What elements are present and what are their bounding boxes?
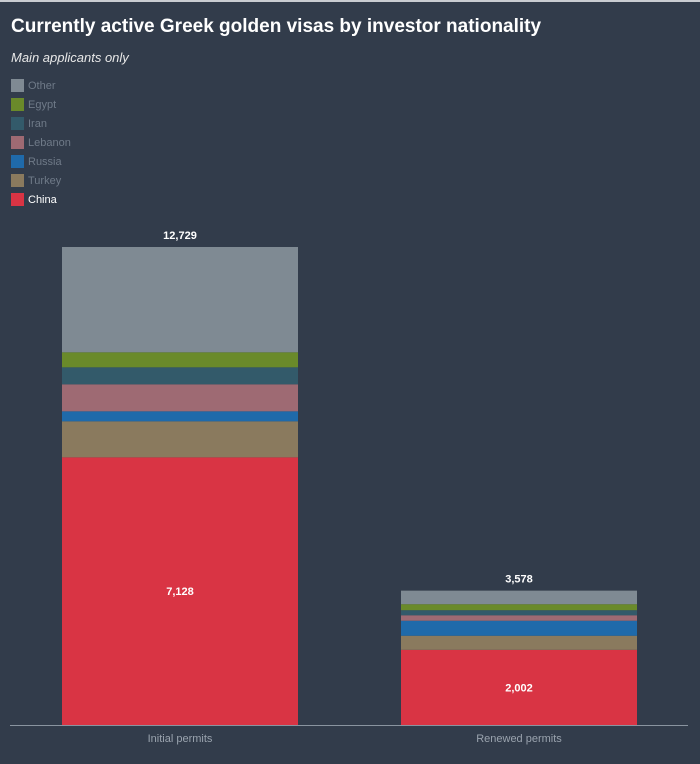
legend-label: Turkey xyxy=(28,174,62,187)
legend-item-russia[interactable]: Russia xyxy=(11,152,71,171)
legend-swatch xyxy=(11,136,24,149)
x-tick-label: Initial permits xyxy=(148,733,213,745)
legend-item-lebanon[interactable]: Lebanon xyxy=(11,133,71,152)
total-label: 12,729 xyxy=(163,230,197,242)
legend-item-other[interactable]: Other xyxy=(11,76,71,95)
bar-segment-russia[interactable] xyxy=(62,411,298,422)
legend-label: Egypt xyxy=(28,98,57,111)
bar-segment-iran[interactable] xyxy=(401,610,637,616)
bar-segment-other[interactable] xyxy=(401,590,637,605)
chart-subtitle: Main applicants only xyxy=(11,50,129,65)
bar-segment-other[interactable] xyxy=(62,247,298,353)
bar-segment-turkey[interactable] xyxy=(401,635,637,650)
legend-item-egypt[interactable]: Egypt xyxy=(11,95,71,114)
legend-item-iran[interactable]: Iran xyxy=(11,114,71,133)
bar-segment-egypt[interactable] xyxy=(62,352,298,368)
legend-swatch xyxy=(11,155,24,168)
data-label: 7,128 xyxy=(166,586,194,598)
bar-segment-china[interactable] xyxy=(401,649,637,725)
legend-swatch xyxy=(11,117,24,130)
legend-label: Lebanon xyxy=(28,136,71,149)
bar-segment-turkey[interactable] xyxy=(62,421,298,458)
legend-swatch xyxy=(11,79,24,92)
total-label: 3,578 xyxy=(505,574,533,586)
bar-segment-russia[interactable] xyxy=(401,620,637,636)
data-label: 2,002 xyxy=(505,682,533,694)
legend-swatch xyxy=(11,193,24,206)
legend-item-turkey[interactable]: Turkey xyxy=(11,171,71,190)
bar-segment-lebanon[interactable] xyxy=(401,615,637,621)
chart-title: Currently active Greek golden visas by i… xyxy=(11,16,542,37)
legend-swatch xyxy=(11,174,24,187)
legend-label: Russia xyxy=(28,155,62,168)
legend-label: Other xyxy=(28,79,56,92)
legend-swatch xyxy=(11,98,24,111)
legend-item-china[interactable]: China xyxy=(11,190,71,209)
bar-segment-lebanon[interactable] xyxy=(62,384,298,412)
legend-label: Iran xyxy=(28,117,47,130)
bar-segment-china[interactable] xyxy=(62,457,298,725)
legend-label: China xyxy=(28,193,57,206)
x-tick-label: Renewed permits xyxy=(476,733,562,745)
bar-segment-iran[interactable] xyxy=(62,367,298,385)
legend: Other Egypt Iran Lebanon Russia Turkey China xyxy=(11,76,71,209)
bar-segment-egypt[interactable] xyxy=(401,604,637,611)
